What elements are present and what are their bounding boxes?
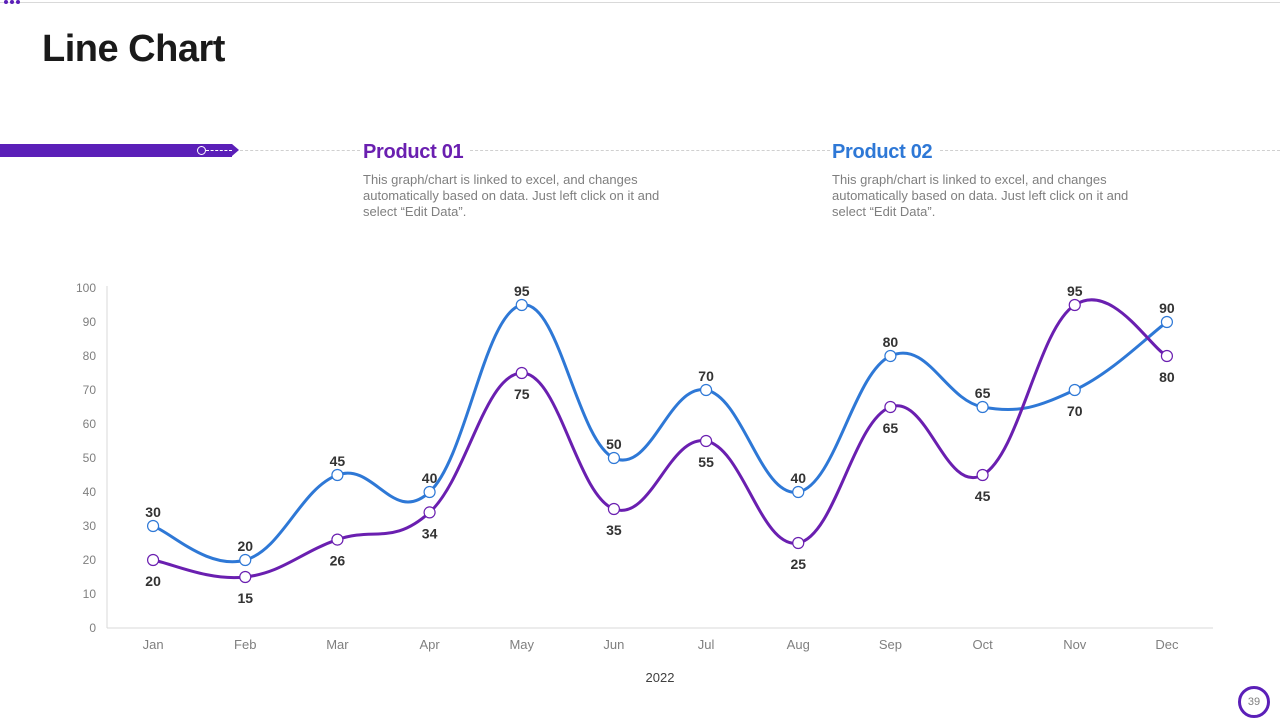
series-line-product-01 [151, 298, 1169, 580]
y-tick-label: 60 [83, 417, 97, 431]
x-tick-label: Nov [1063, 637, 1087, 652]
y-tick-label: 100 [76, 281, 96, 295]
y-tick-label: 50 [83, 451, 97, 465]
data-point-product-01 [699, 434, 713, 448]
data-label: 65 [883, 420, 899, 436]
data-point-product-02 [884, 349, 897, 363]
data-label: 40 [790, 470, 806, 486]
data-label: 40 [422, 470, 438, 486]
data-label: 75 [514, 386, 530, 402]
data-point-product-02 [239, 553, 252, 567]
x-tick-label: Aug [787, 637, 810, 652]
y-tick-label: 0 [89, 621, 96, 635]
x-tick-label: Jan [143, 637, 164, 652]
data-point-product-01 [792, 536, 805, 550]
data-point-product-01 [884, 400, 897, 414]
accent-bar-tip [232, 144, 239, 156]
series-line-product-02 [151, 303, 1169, 564]
data-point-product-02 [1160, 315, 1174, 329]
page-number: 39 [1238, 686, 1270, 718]
data-point-product-01 [423, 506, 436, 519]
data-point-product-02 [423, 485, 436, 499]
product-01-block: Product 01 This graph/chart is linked to… [363, 141, 683, 220]
data-label: 55 [698, 454, 714, 470]
y-tick-label: 30 [83, 519, 97, 533]
data-label: 35 [606, 522, 622, 538]
data-label: 20 [145, 573, 161, 589]
data-point-product-01 [146, 553, 160, 567]
data-point-product-02 [515, 298, 528, 312]
data-point-product-02 [607, 451, 621, 465]
y-tick-label: 70 [83, 383, 97, 397]
dashed-guide-middle [465, 150, 830, 151]
data-label: 30 [145, 504, 161, 520]
data-label: 34 [422, 525, 438, 541]
data-label: 80 [883, 334, 899, 350]
x-tick-label: Apr [419, 637, 440, 652]
data-point-product-01 [239, 570, 252, 584]
x-tick-label: Jul [698, 637, 715, 652]
data-point-product-02 [792, 485, 805, 499]
x-tick-label: Jun [603, 637, 624, 652]
data-label: 45 [330, 453, 346, 469]
x-tick-label: Sep [879, 637, 902, 652]
y-tick-label: 20 [83, 553, 97, 567]
data-point-product-02 [146, 519, 160, 533]
product-01-description: This graph/chart is linked to excel, and… [363, 172, 660, 219]
product-02-title: Product 02 [832, 141, 939, 164]
data-label: 95 [514, 283, 530, 299]
data-label: 20 [237, 538, 253, 554]
data-point-product-02 [976, 400, 989, 414]
x-tick-label: Mar [326, 637, 349, 652]
data-label: 45 [975, 488, 991, 504]
data-label: 90 [1159, 300, 1175, 316]
x-axis-title: 2022 [646, 670, 675, 685]
x-tick-label: Feb [234, 637, 256, 652]
data-label: 50 [606, 436, 622, 452]
data-point-product-01 [1068, 298, 1081, 312]
data-label: 80 [1159, 369, 1175, 385]
y-tick-label: 10 [83, 587, 97, 601]
data-point-product-02 [1068, 383, 1081, 397]
y-tick-label: 90 [83, 315, 97, 329]
accent-dash [206, 150, 232, 151]
data-point-product-02 [699, 383, 713, 397]
dashed-guide-right [935, 150, 1280, 151]
data-label: 26 [330, 553, 346, 569]
data-label: 95 [1067, 283, 1083, 299]
data-label: 25 [790, 556, 806, 572]
data-label: 65 [975, 385, 991, 401]
data-point-product-01 [515, 366, 528, 380]
data-point-product-01 [607, 502, 621, 516]
y-tick-label: 40 [83, 485, 97, 499]
data-point-product-01 [1160, 349, 1174, 363]
product-02-description: This graph/chart is linked to excel, and… [832, 172, 1129, 219]
data-point-product-01 [331, 533, 344, 546]
y-tick-label: 80 [83, 349, 97, 363]
data-point-product-01 [976, 468, 989, 482]
product-01-title: Product 01 [363, 141, 470, 164]
data-point-product-02 [331, 468, 344, 482]
top-rule [0, 2, 1280, 3]
page-title: Line Chart [42, 28, 225, 70]
data-label: 70 [1067, 403, 1083, 419]
accent-ring-icon [197, 146, 206, 155]
dashed-guide-left [240, 150, 360, 151]
accent-bar [0, 144, 232, 157]
x-tick-label: Dec [1155, 637, 1179, 652]
data-label: 15 [237, 590, 253, 606]
data-label: 70 [698, 368, 714, 384]
x-tick-label: Oct [972, 637, 993, 652]
menu-dots-icon [4, 0, 20, 5]
product-02-block: Product 02 This graph/chart is linked to… [832, 141, 1152, 220]
x-tick-label: May [509, 637, 534, 652]
